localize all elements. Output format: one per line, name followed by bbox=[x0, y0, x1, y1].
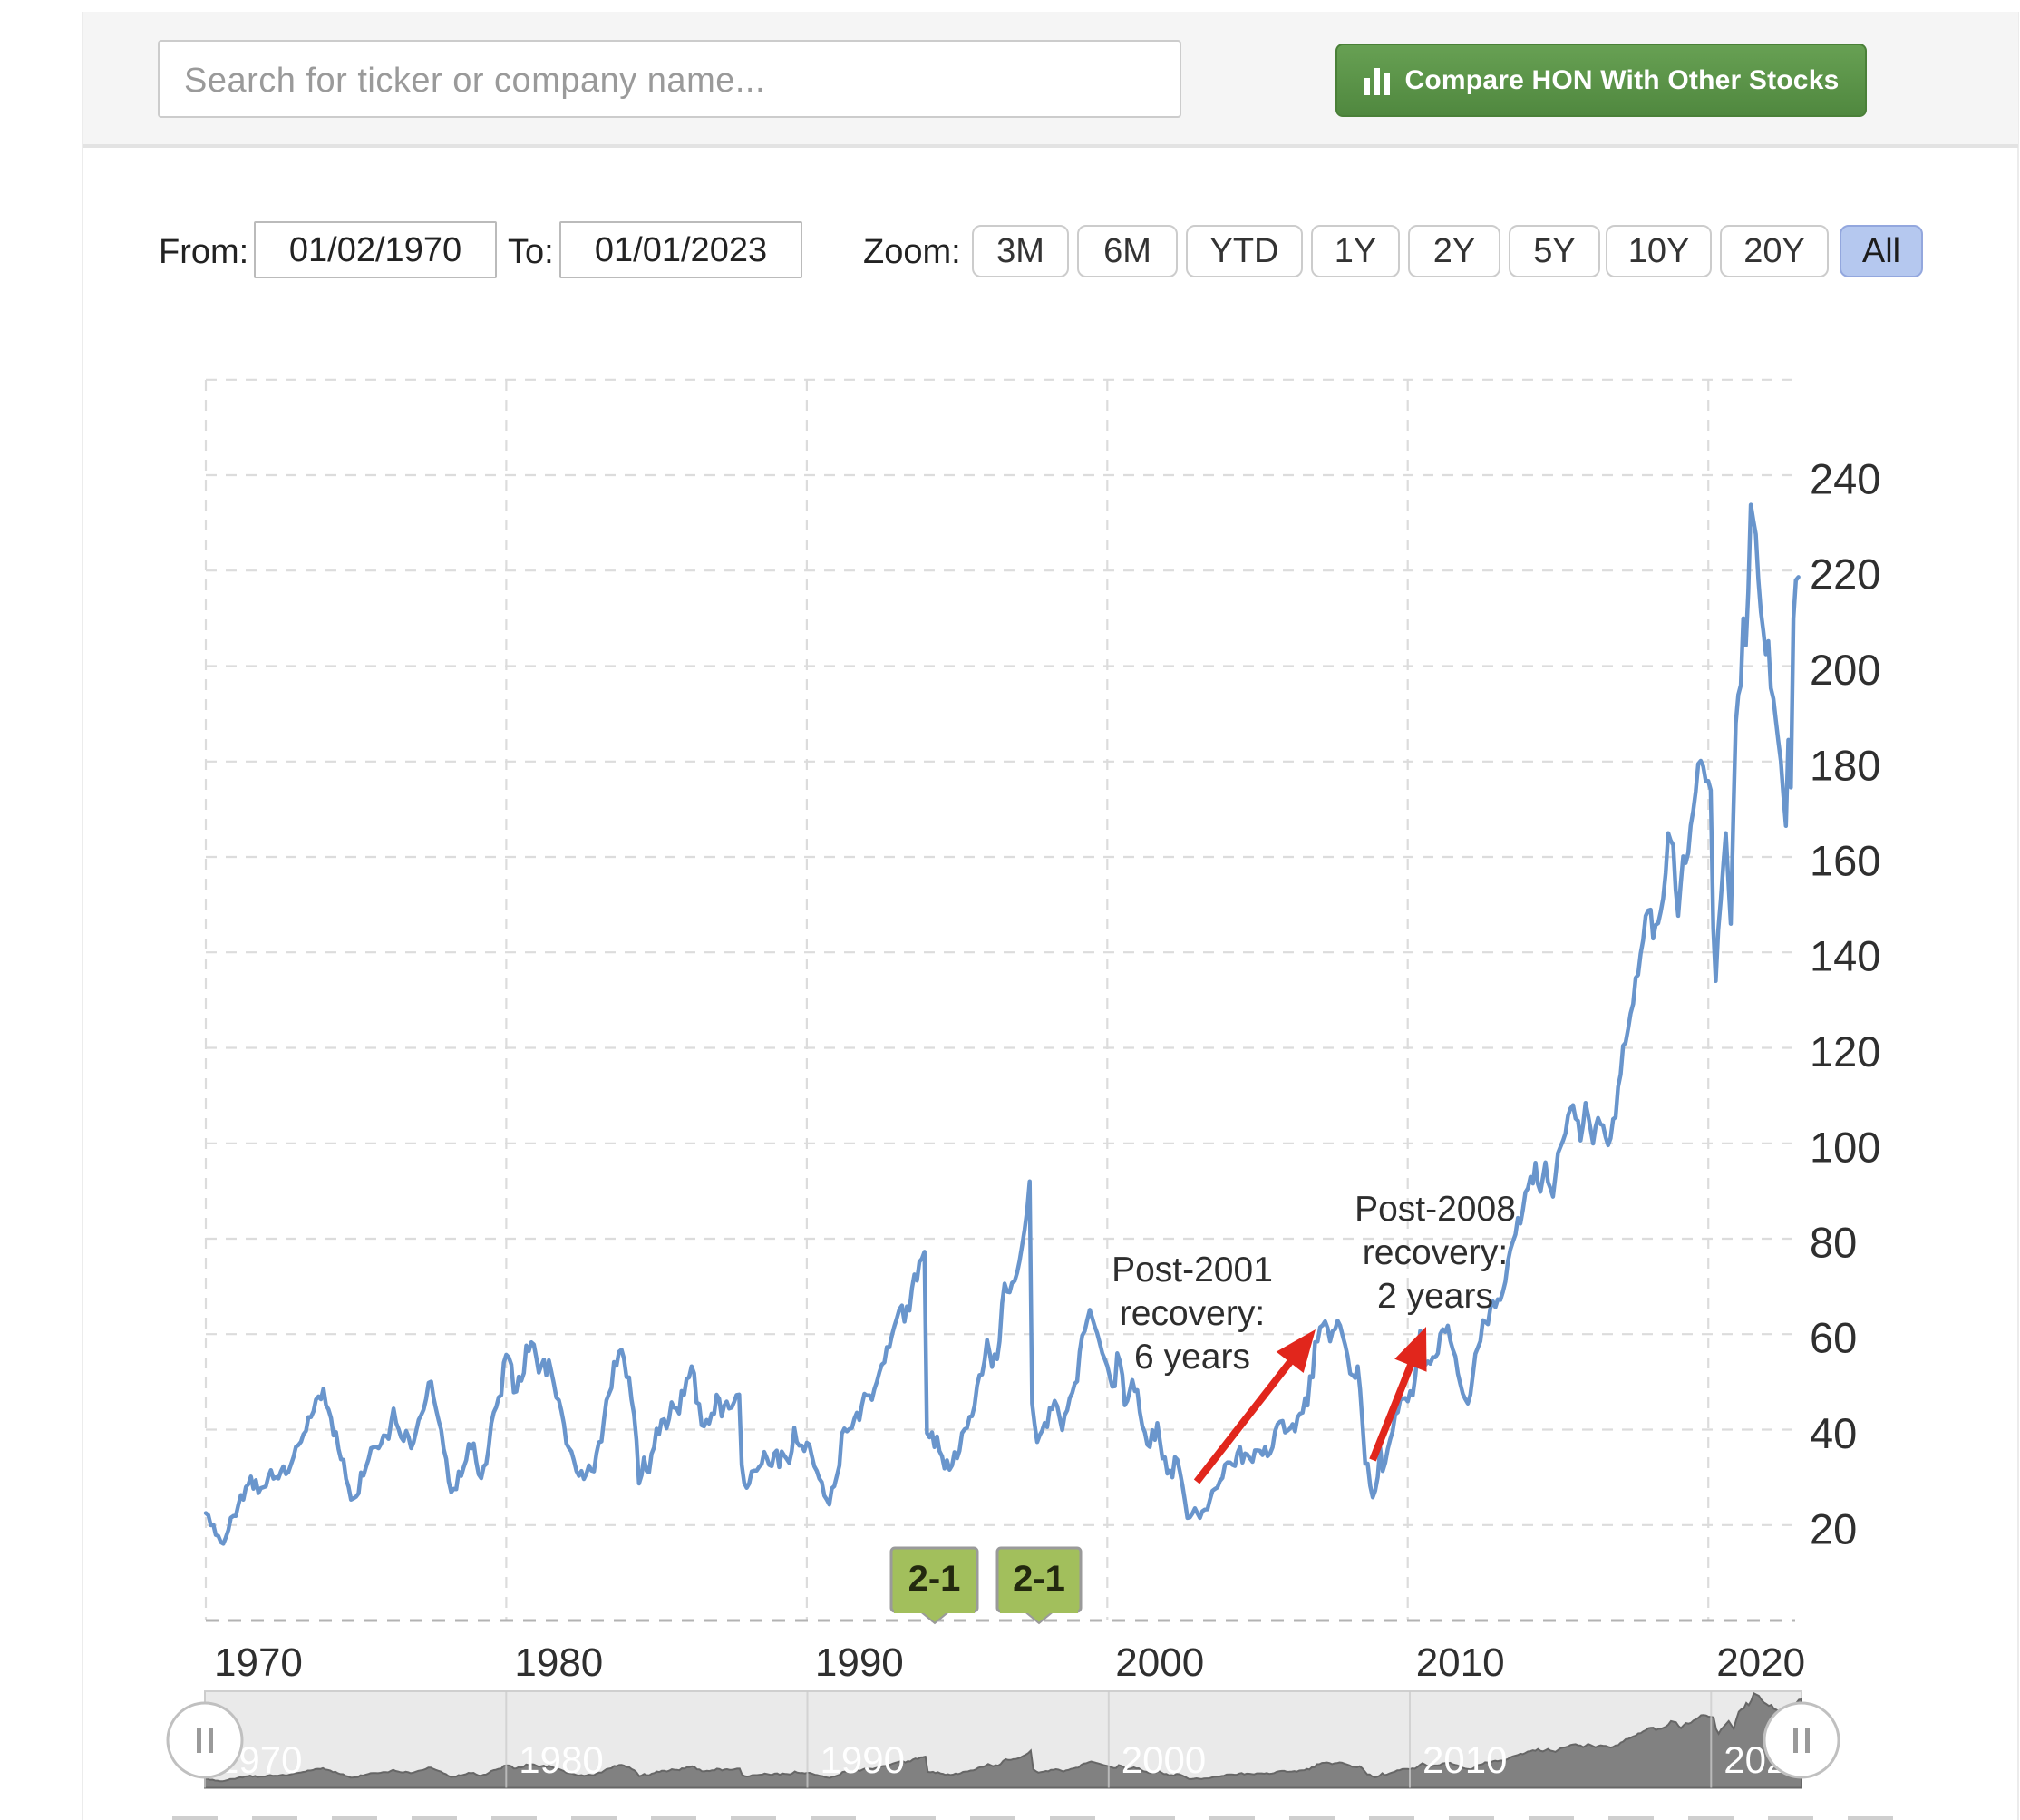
svg-text:1980: 1980 bbox=[519, 1738, 603, 1781]
svg-text:100: 100 bbox=[1810, 1123, 1880, 1171]
svg-text:2010: 2010 bbox=[1423, 1738, 1507, 1781]
svg-text:6 years: 6 years bbox=[1134, 1338, 1250, 1377]
svg-text:240: 240 bbox=[1810, 455, 1880, 503]
svg-text:1990: 1990 bbox=[821, 1738, 905, 1781]
svg-text:Post-2001: Post-2001 bbox=[1112, 1251, 1273, 1290]
svg-text:80: 80 bbox=[1810, 1219, 1857, 1267]
svg-text:Post-2008: Post-2008 bbox=[1355, 1190, 1516, 1229]
svg-text:20: 20 bbox=[1810, 1504, 1857, 1552]
svg-text:200: 200 bbox=[1810, 646, 1880, 694]
svg-text:2-1: 2-1 bbox=[908, 1559, 961, 1599]
svg-text:2 years: 2 years bbox=[1377, 1277, 1493, 1316]
svg-text:1980: 1980 bbox=[514, 1640, 603, 1685]
svg-text:2000: 2000 bbox=[1122, 1738, 1206, 1781]
svg-text:1970: 1970 bbox=[214, 1640, 303, 1685]
svg-text:180: 180 bbox=[1810, 741, 1880, 789]
svg-text:2020: 2020 bbox=[1716, 1640, 1805, 1685]
svg-text:recovery:: recovery: bbox=[1363, 1233, 1508, 1272]
svg-text:140: 140 bbox=[1810, 932, 1880, 980]
svg-text:120: 120 bbox=[1810, 1027, 1880, 1075]
svg-text:160: 160 bbox=[1810, 837, 1880, 885]
svg-text:60: 60 bbox=[1810, 1314, 1857, 1362]
svg-text:recovery:: recovery: bbox=[1120, 1294, 1265, 1333]
svg-text:2010: 2010 bbox=[1416, 1640, 1505, 1685]
svg-text:40: 40 bbox=[1810, 1409, 1857, 1457]
svg-text:220: 220 bbox=[1810, 550, 1880, 599]
svg-text:2000: 2000 bbox=[1115, 1640, 1204, 1685]
svg-text:2-1: 2-1 bbox=[1013, 1559, 1065, 1599]
svg-text:1990: 1990 bbox=[815, 1640, 904, 1685]
